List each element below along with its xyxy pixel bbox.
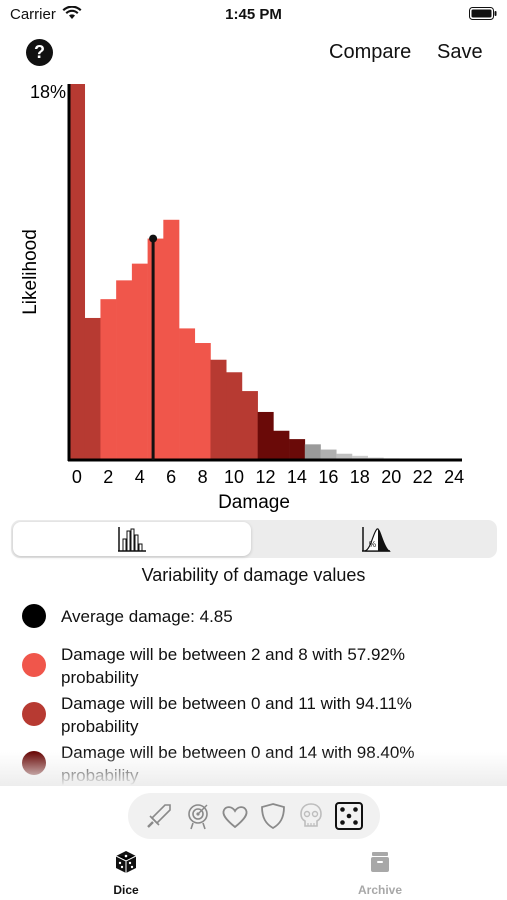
x-tick-label-14: 14 bbox=[287, 467, 307, 487]
x-tick-label-22: 22 bbox=[413, 467, 433, 487]
x-tick-label-2: 2 bbox=[103, 467, 113, 487]
bar-6 bbox=[163, 219, 180, 460]
status-bar: Carrier 1:45 PM bbox=[0, 0, 507, 28]
x-tick-label-24: 24 bbox=[444, 467, 464, 487]
svg-text:%: % bbox=[369, 540, 376, 549]
y-axis-label: Likelihood bbox=[20, 229, 41, 315]
mean-marker bbox=[149, 234, 158, 243]
bar-3 bbox=[116, 280, 133, 460]
x-tick-label-12: 12 bbox=[255, 467, 275, 487]
sword-icon[interactable] bbox=[144, 801, 174, 831]
bar-0 bbox=[69, 84, 86, 460]
y-max-label: 18% bbox=[30, 82, 66, 102]
bar-11 bbox=[241, 391, 258, 460]
percentile-curve-icon: % bbox=[362, 527, 391, 552]
carrier-label: Carrier bbox=[10, 6, 56, 23]
bar-1 bbox=[84, 317, 101, 460]
damage-histogram-chart: 0 2 4 6 8 10 12 14 16 18 20 22 24 18% Likelihood Dam… bbox=[20, 82, 464, 513]
battery-icon bbox=[469, 7, 497, 20]
bar-8 bbox=[194, 343, 211, 460]
help-button[interactable]: ? bbox=[26, 39, 53, 66]
legend-average-text: Average damage: 4.85 bbox=[61, 607, 233, 626]
bar-15 bbox=[304, 444, 321, 460]
bar-2 bbox=[100, 299, 117, 460]
tab-dice[interactable]: Dice bbox=[66, 850, 186, 897]
segment-percentile-curve[interactable]: % bbox=[257, 522, 495, 556]
tool-picker bbox=[128, 793, 380, 839]
segment-histogram[interactable] bbox=[13, 522, 251, 556]
heart-icon[interactable] bbox=[220, 801, 250, 831]
x-tick-label-0: 0 bbox=[72, 467, 82, 487]
wifi-icon bbox=[62, 6, 82, 19]
histogram-icon bbox=[118, 527, 146, 552]
bar-13 bbox=[273, 430, 290, 460]
bar-16 bbox=[320, 449, 337, 460]
x-tick-label-6: 6 bbox=[166, 467, 176, 487]
bar-17 bbox=[336, 453, 353, 460]
x-tick-label-4: 4 bbox=[135, 467, 145, 487]
target-icon[interactable] bbox=[183, 801, 213, 831]
x-tick-label-18: 18 bbox=[350, 467, 370, 487]
x-tick-label-10: 10 bbox=[224, 467, 244, 487]
legend-range-1-text: Damage will be between 2 and 8 with 57.9… bbox=[61, 645, 405, 687]
tab-archive-label: Archive bbox=[357, 883, 403, 897]
chart-mode-segmented-control: % bbox=[11, 520, 497, 558]
bar-18 bbox=[351, 455, 368, 460]
x-tick-label-16: 16 bbox=[318, 467, 338, 487]
scroll-fade bbox=[0, 752, 507, 786]
save-button[interactable]: Save bbox=[437, 41, 483, 63]
bar-7 bbox=[179, 328, 196, 460]
x-axis-label: Damage bbox=[218, 492, 290, 513]
tab-archive[interactable]: Archive bbox=[320, 850, 440, 897]
compare-button[interactable]: Compare bbox=[329, 41, 412, 63]
skull-icon[interactable] bbox=[296, 801, 326, 831]
x-tick-label-20: 20 bbox=[381, 467, 401, 487]
bar-4 bbox=[131, 263, 148, 460]
variability-title: Variability of damage values bbox=[141, 565, 366, 585]
shield-icon[interactable] bbox=[258, 801, 288, 831]
range-1-dot bbox=[22, 653, 46, 677]
range-2-dot bbox=[22, 702, 46, 726]
tab-dice-label: Dice bbox=[113, 883, 139, 897]
bar-9 bbox=[210, 359, 227, 460]
dice-tab-icon bbox=[115, 851, 137, 873]
dice-icon[interactable] bbox=[334, 801, 364, 831]
x-tick-label-8: 8 bbox=[198, 467, 208, 487]
bar-12 bbox=[257, 411, 274, 460]
legend-range-2-text: Damage will be between 0 and 11 with 94.… bbox=[61, 694, 412, 736]
bar-14 bbox=[289, 439, 306, 460]
archive-tab-icon bbox=[371, 852, 389, 872]
bar-10 bbox=[226, 372, 243, 460]
average-dot bbox=[22, 604, 46, 628]
status-time: 1:45 PM bbox=[225, 6, 282, 23]
bar-5 bbox=[147, 238, 164, 460]
